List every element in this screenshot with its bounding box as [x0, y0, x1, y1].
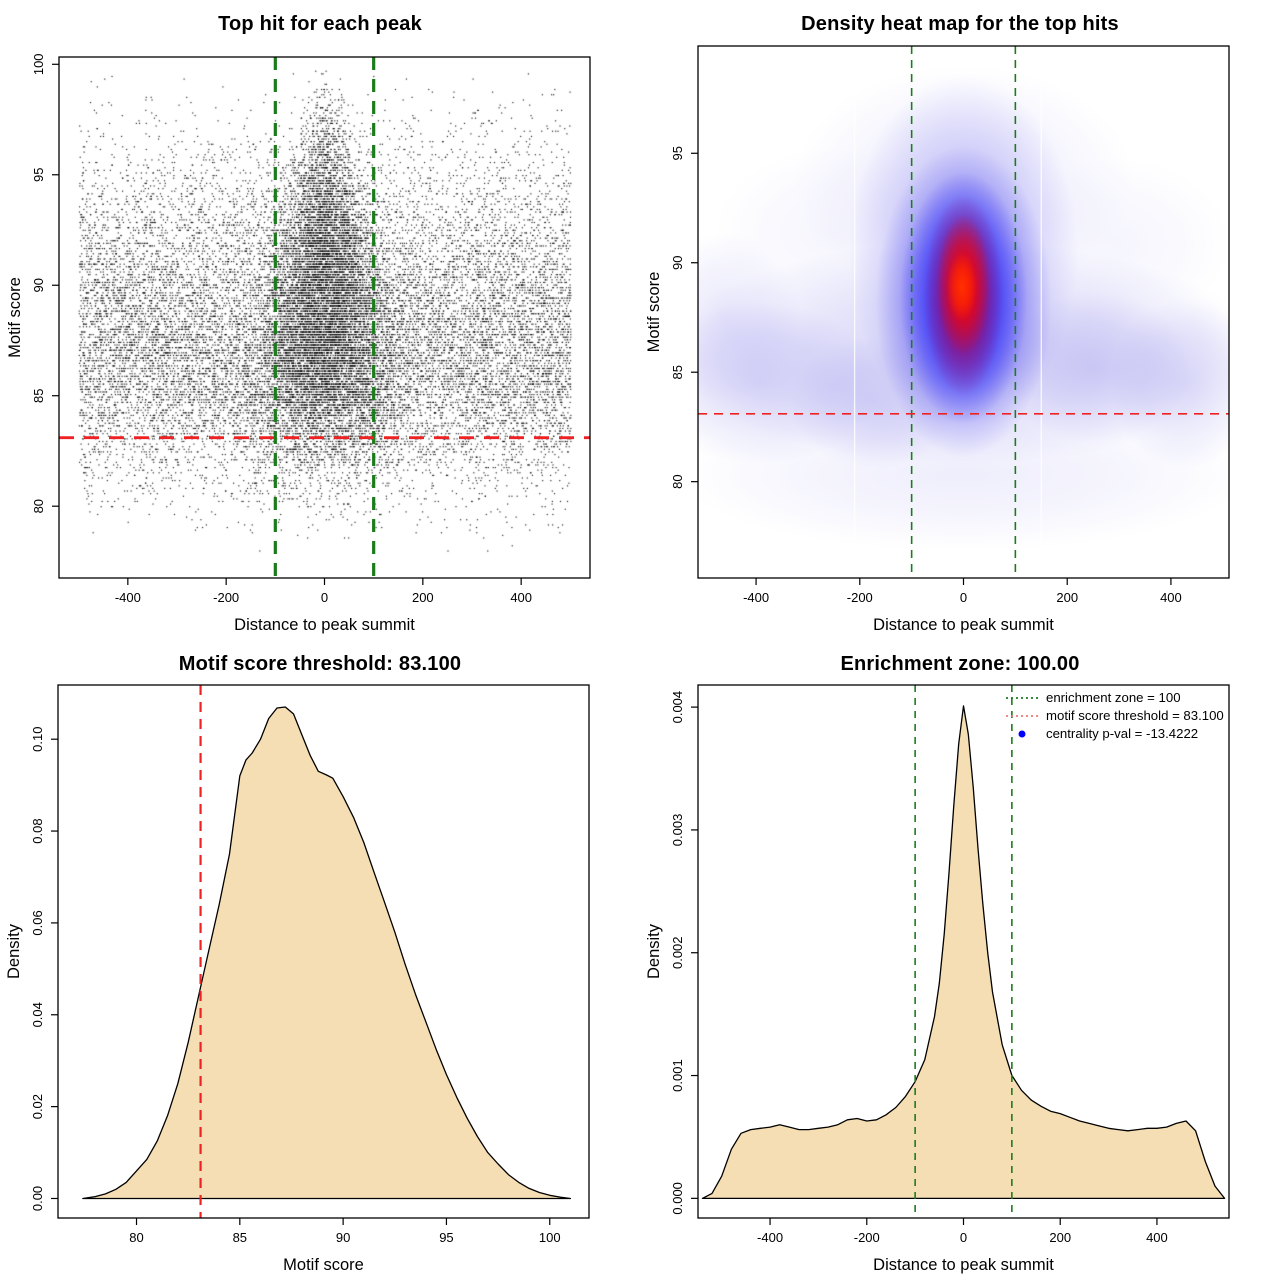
x-tick-label: 400: [510, 590, 532, 605]
x-axis-label: Motif score: [283, 1256, 364, 1274]
plot-svg: -400 -200 0 200 400 80 85 90 95 100 Distance to pe…: [6, 53, 591, 634]
y-tick-label: 90: [670, 256, 685, 270]
y-tick-label: 0.004: [670, 691, 685, 724]
y-tick-label: 95: [670, 146, 685, 160]
x-tick-label: 80: [129, 1230, 143, 1245]
plot-svg: -400 -200 0 200 400 80 85 90 95 Distance to peak …: [645, 45, 1230, 634]
scatter-canvas: [0, 0, 640, 640]
y-axis-label: Motif score: [645, 272, 663, 353]
y-tick-label: 85: [31, 388, 46, 402]
x-tick-label: -200: [847, 590, 873, 605]
y-tick-label: 0.06: [30, 910, 45, 935]
legend-label: centrality p-val = -13.4222: [1046, 726, 1198, 741]
y-axis-label: Density: [5, 923, 23, 979]
legend: enrichment zone = 100 motif score thresho…: [1006, 690, 1224, 741]
x-tick-label: 0: [960, 1230, 967, 1245]
y-tick-label: 95: [31, 168, 46, 182]
y-tick-label: 80: [31, 499, 46, 513]
x-axis-label: Distance to peak summit: [234, 616, 415, 634]
density-blob: [946, 252, 977, 321]
panel-distance-density: Enrichment zone: 100.00 enrichment zone …: [640, 640, 1280, 1280]
x-tick-label: 0: [960, 590, 967, 605]
x-tick-label: 95: [439, 1230, 453, 1245]
legend-swatch-dot: [1018, 730, 1026, 738]
y-tick-label: 0.001: [670, 1059, 685, 1092]
y-tick-label: 0.000: [670, 1182, 685, 1215]
x-tick-label: 200: [1049, 1230, 1071, 1245]
x-tick-label: 200: [412, 590, 434, 605]
legend-label: enrichment zone = 100: [1046, 690, 1181, 705]
y-axis-label: Motif score: [6, 277, 24, 358]
axes: -400 -200 0 200 400 0.000 0.001 0.002 0.003 0.004…: [645, 684, 1230, 1274]
y-tick-label: 0.08: [30, 818, 45, 843]
axes: -400 -200 0 200 400 80 85 90 95 100 Distance to pe…: [6, 53, 591, 634]
plot-svg: 80 85 90 95 100 0.00 0.02 0.04 0.06 0.08 0.10 Motif…: [5, 684, 590, 1274]
y-tick-label: 80: [670, 474, 685, 488]
x-tick-label: -400: [115, 590, 141, 605]
x-tick-label: -400: [757, 1230, 783, 1245]
legend-label: motif score threshold = 83.100: [1046, 708, 1224, 723]
plot-border: [57, 684, 590, 1219]
y-tick-label: 0.04: [30, 1002, 45, 1027]
panel-heatmap: Density heat map for the top hits -400 -2…: [640, 0, 1280, 640]
y-tick-label: 90: [31, 278, 46, 292]
density-blob: [698, 399, 1229, 551]
x-tick-label: 85: [233, 1230, 247, 1245]
y-tick-label: 0.02: [30, 1094, 45, 1119]
x-axis-label: Distance to peak summit: [873, 1256, 1054, 1274]
x-tick-label: 400: [1160, 590, 1182, 605]
x-tick-label: 100: [539, 1230, 561, 1245]
density-area: [701, 705, 1226, 1200]
x-tick-label: -200: [213, 590, 239, 605]
y-tick-label: 0.002: [670, 936, 685, 969]
y-tick-label: 0.00: [30, 1186, 45, 1211]
plot-svg: enrichment zone = 100 motif score thresho…: [645, 684, 1230, 1274]
axes: 80 85 90 95 100 0.00 0.02 0.04 0.06 0.08 0.10 Motif…: [5, 684, 590, 1274]
x-tick-label: 0: [321, 590, 328, 605]
y-tick-label: 0.003: [670, 814, 685, 847]
x-axis-label: Distance to peak summit: [873, 616, 1054, 634]
heatmap-surface: [698, 46, 1229, 578]
axes: -400 -200 0 200 400 80 85 90 95 Distance to peak …: [645, 45, 1230, 634]
x-tick-label: -200: [854, 1230, 880, 1245]
panel-title: Enrichment zone: 100.00: [840, 653, 1080, 675]
panel-title: Motif score threshold: 83.100: [178, 653, 462, 675]
y-tick-label: 100: [31, 53, 46, 75]
density-area: [82, 706, 572, 1200]
panel-top-hits: Top hit for each peak -400-2000200400808…: [0, 0, 640, 640]
x-tick-label: 200: [1056, 590, 1078, 605]
y-tick-label: 85: [670, 365, 685, 379]
y-axis-label: Density: [645, 923, 663, 979]
panel-title: Density heat map for the top hits: [801, 13, 1119, 35]
panel-score-density: Motif score threshold: 83.100 80 85 90 95 10…: [0, 640, 640, 1280]
x-tick-label: 400: [1146, 1230, 1168, 1245]
x-tick-label: 90: [336, 1230, 350, 1245]
x-tick-label: -400: [743, 590, 769, 605]
y-tick-label: 0.10: [30, 727, 45, 752]
plot-border: [58, 56, 591, 579]
